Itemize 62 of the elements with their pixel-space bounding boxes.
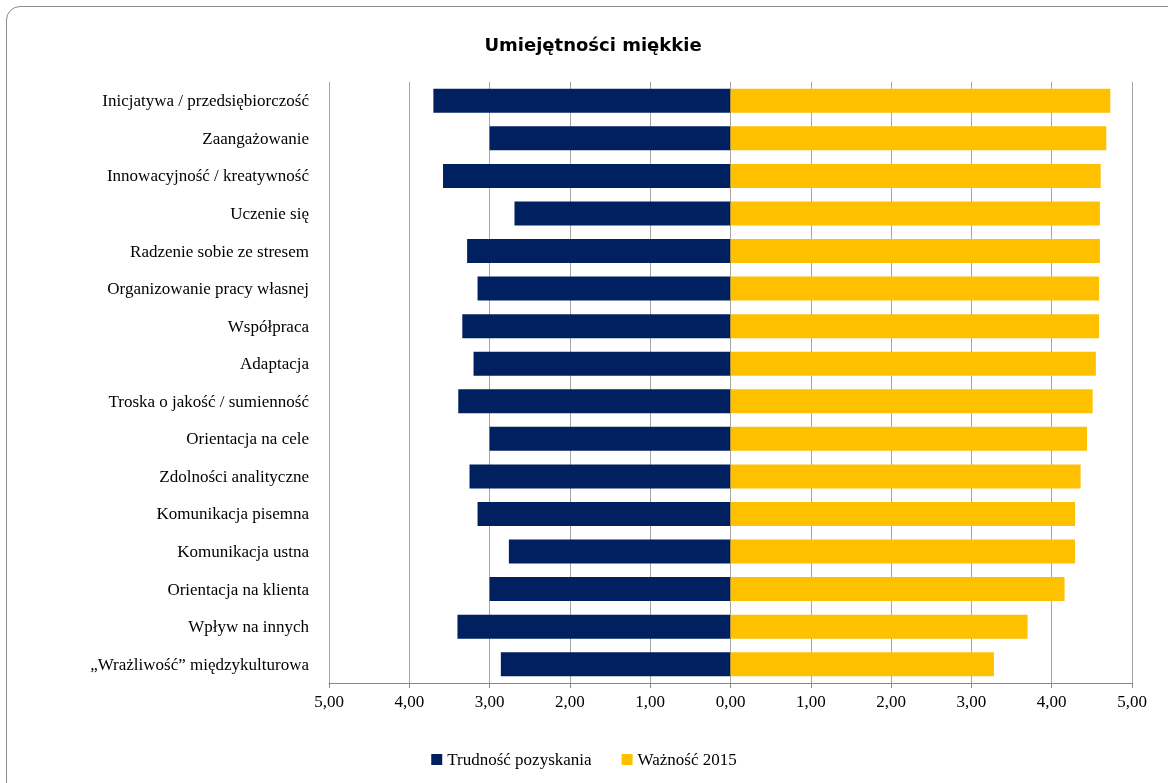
x-tick-label: 4,00 (1036, 692, 1067, 711)
bar (457, 614, 731, 639)
bar (500, 652, 731, 677)
bar (473, 351, 731, 376)
bar (514, 201, 731, 226)
y-tick-label: Zaangażowanie (202, 128, 309, 148)
bar (469, 464, 731, 489)
y-tick-label: Innowacyjność / kreatywność (106, 166, 310, 186)
y-tick-label: Komunikacja ustna (177, 542, 310, 562)
bar (458, 389, 731, 414)
y-tick-label: Wpływ na innych (188, 617, 310, 637)
bar (730, 389, 1093, 414)
x-tick-label: 0,00 (715, 692, 746, 711)
x-tick-label: 5,00 (314, 692, 344, 711)
bar (730, 314, 1100, 339)
bar (730, 501, 1075, 526)
bar (730, 614, 1028, 639)
bar (489, 577, 731, 602)
bar (467, 239, 731, 264)
bar (508, 539, 731, 564)
bar (730, 276, 1100, 301)
y-tick-label: Komunikacja pisemna (156, 504, 310, 524)
bar (443, 163, 731, 188)
bar (730, 88, 1111, 113)
bar (462, 314, 731, 339)
bar (730, 351, 1096, 376)
bar (730, 464, 1081, 489)
bar (730, 652, 994, 677)
bar (433, 88, 731, 113)
bar (730, 163, 1101, 188)
y-tick-label: Organizowanie pracy własnej (107, 279, 309, 299)
x-tick-label: 3,00 (474, 692, 505, 711)
x-tick-label: 5,00 (1117, 692, 1147, 711)
x-tick-label: 1,00 (635, 692, 666, 711)
x-tick-label: 2,00 (876, 692, 906, 711)
legend-label: Trudność pozyskania (447, 750, 593, 769)
y-tick-label: Współpraca (227, 316, 310, 336)
bar (730, 426, 1088, 451)
x-tick-label: 3,00 (956, 692, 987, 711)
bar (730, 239, 1100, 264)
y-tick-label: Orientacja na cele (186, 429, 309, 449)
bar (730, 577, 1065, 602)
y-tick-label: „Wrażliwość” międzykulturowa (90, 654, 310, 674)
y-tick-label: Zdolności analityczne (159, 466, 309, 486)
y-tick-label: Adaptacja (240, 354, 310, 374)
y-tick-label: Uczenie się (230, 203, 309, 223)
y-tick-label: Orientacja na klienta (167, 579, 310, 599)
y-tick-label: Radzenie sobie ze stresem (130, 241, 309, 261)
bar (730, 201, 1100, 226)
x-tick-label: 2,00 (555, 692, 585, 711)
y-tick-label: Troska o jakość / sumienność (108, 391, 310, 411)
x-tick-label: 4,00 (394, 692, 425, 711)
chart-title: Umiejętności miękkie (484, 33, 702, 55)
bar (477, 276, 731, 301)
y-tick-label: Inicjatywa / przedsiębiorczość (102, 91, 310, 111)
bar (489, 126, 731, 151)
bar (730, 126, 1107, 151)
bar (477, 501, 731, 526)
bar (730, 539, 1075, 564)
legend-label: Ważność 2015 (637, 750, 737, 769)
bar (489, 426, 731, 451)
x-tick-label: 1,00 (795, 692, 826, 711)
